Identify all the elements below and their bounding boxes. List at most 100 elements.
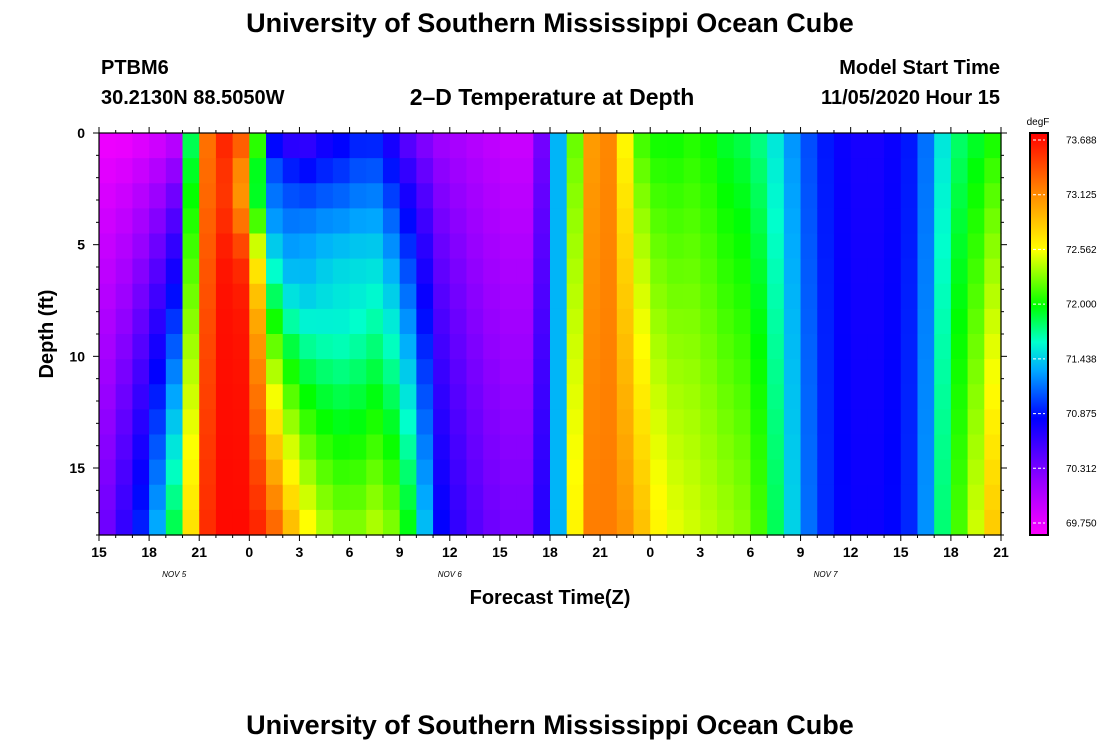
heatmap-cell	[316, 283, 334, 310]
heatmap-cell	[550, 208, 568, 235]
heatmap-cell	[449, 258, 468, 285]
heatmap-cell	[416, 158, 434, 184]
heatmap-cell	[115, 334, 133, 360]
heatmap-cell	[833, 384, 852, 410]
heatmap-cell	[349, 283, 367, 310]
heatmap-cell	[566, 233, 584, 260]
heatmap-cell	[533, 208, 551, 235]
heatmap-cell	[717, 183, 735, 209]
heatmap-cell	[132, 509, 150, 536]
heatmap-cell	[616, 233, 635, 260]
heatmap-cell	[366, 158, 384, 184]
heatmap-cell	[917, 359, 935, 385]
heatmap-cell	[917, 283, 935, 310]
heatmap-cell	[917, 183, 935, 209]
heatmap-cell	[182, 233, 200, 260]
heatmap-cell	[967, 484, 985, 511]
heatmap-cell	[817, 133, 835, 159]
heatmap-cell	[934, 434, 952, 461]
heatmap-cell	[416, 384, 434, 410]
heatmap-cell	[666, 509, 685, 536]
heatmap-cell	[399, 233, 417, 260]
heatmap-cell	[349, 434, 367, 461]
heatmap-cell	[767, 384, 785, 410]
heatmap-cell	[900, 434, 919, 461]
heatmap-cell	[483, 133, 501, 159]
heatmap-cell	[917, 384, 935, 410]
heatmap-cell	[600, 409, 618, 436]
heatmap-cell	[934, 509, 952, 536]
heatmap-cell	[783, 133, 802, 159]
heatmap-cell	[817, 233, 835, 260]
heatmap-cell	[850, 409, 868, 436]
x-tick-label: 12	[843, 544, 859, 560]
heatmap-cell	[382, 183, 401, 209]
heatmap-cell	[199, 384, 217, 410]
heatmap-cell	[399, 484, 417, 511]
heatmap-cell	[550, 459, 568, 486]
heatmap-cell	[600, 283, 618, 310]
heatmap-cell	[850, 208, 868, 235]
heatmap-cell	[767, 158, 785, 184]
heatmap-cell	[950, 258, 969, 285]
heatmap-cell	[332, 283, 351, 310]
heatmap-cell	[817, 509, 835, 536]
heatmap-cell	[99, 133, 117, 159]
heatmap-cell	[817, 158, 835, 184]
heatmap-cell	[165, 258, 184, 285]
heatmap-cell	[600, 308, 618, 335]
heatmap-cell	[366, 409, 384, 436]
heatmap-cell	[950, 308, 969, 335]
heatmap-cell	[700, 459, 718, 486]
heatmap-cell	[900, 509, 919, 536]
heatmap-cell	[583, 409, 601, 436]
heatmap-cell	[282, 509, 301, 536]
heatmap-cell	[750, 434, 768, 461]
heatmap-cell	[449, 484, 468, 511]
heatmap-cell	[199, 359, 217, 385]
heatmap-cell	[566, 359, 584, 385]
heatmap-cell	[683, 359, 701, 385]
heatmap-cell	[666, 258, 685, 285]
heatmap-cell	[733, 233, 752, 260]
heatmap-cell	[633, 484, 651, 511]
heatmap-cell	[633, 384, 651, 410]
heatmap-cell	[783, 434, 802, 461]
heatmap-cell	[449, 208, 468, 235]
heatmap-cell	[783, 183, 802, 209]
heatmap-cell	[583, 183, 601, 209]
heatmap-cell	[182, 409, 200, 436]
heatmap-cell	[984, 308, 1002, 335]
heatmap-cell	[382, 359, 401, 385]
heatmap-cell	[984, 233, 1002, 260]
heatmap-cell	[399, 359, 417, 385]
heatmap-cell	[249, 359, 267, 385]
heatmap-cell	[767, 233, 785, 260]
heatmap-cell	[249, 409, 267, 436]
date-label: NOV 7	[814, 570, 839, 579]
heatmap-cell	[165, 334, 184, 360]
heatmap-cell	[817, 409, 835, 436]
heatmap-cell	[215, 258, 234, 285]
heatmap-cell	[550, 334, 568, 360]
heatmap-cell	[266, 384, 284, 410]
heatmap-cell	[499, 308, 518, 335]
heatmap-cell	[984, 509, 1002, 536]
heatmap-cell	[884, 133, 902, 159]
heatmap-cell	[332, 509, 351, 536]
heatmap-cell	[349, 334, 367, 360]
heatmap-cell	[316, 158, 334, 184]
heatmap-cell	[867, 434, 885, 461]
heatmap-cell	[516, 233, 534, 260]
heatmap-cell	[316, 359, 334, 385]
heatmap-cell	[349, 484, 367, 511]
heatmap-cell	[884, 308, 902, 335]
heatmap-cell	[349, 308, 367, 335]
heatmap-cell	[733, 133, 752, 159]
heatmap-cell	[182, 484, 200, 511]
heatmap-cell	[99, 233, 117, 260]
heatmap-cell	[299, 434, 317, 461]
heatmap-cell	[215, 359, 234, 385]
x-axis-title: Forecast Time(Z)	[470, 587, 631, 609]
heatmap-cell	[165, 359, 184, 385]
